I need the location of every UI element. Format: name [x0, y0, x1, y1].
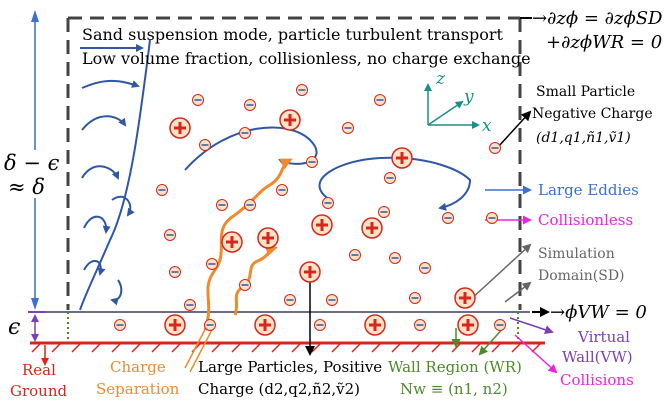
real-ground [30, 341, 545, 353]
charge-separation-label-1: Charge [110, 358, 166, 376]
particles-layer [114, 84, 506, 336]
real-ground-label-2: Ground [10, 382, 68, 400]
large-eddies-label: Large Eddies [538, 181, 639, 199]
collisionless-label: Collisionless [538, 211, 633, 229]
equation-line-2: +∂zϕWR = 0 [546, 32, 662, 53]
header-line-1: Sand suspension mode, particle turbulent… [82, 25, 504, 44]
real-ground-label-1: Real [22, 361, 56, 379]
simulation-domain-label-2: Domain(SD) [538, 268, 625, 284]
wall-region-dotted [67, 312, 519, 342]
large-particles-label-1: Large Particles, Positive [198, 358, 382, 376]
wall-region-label-2: Nw ≡ (n1, n2) [400, 380, 508, 398]
approx-delta-label: ≈ δ [8, 175, 45, 199]
velocity-profile [79, 39, 151, 311]
simulation-domain-label-1: Simulation [538, 246, 615, 262]
delta-minus-epsilon-label: δ − ϵ [4, 151, 60, 175]
charge-separation-arrows [203, 158, 293, 331]
label-pointers [41, 110, 558, 374]
axis-z-label: z [435, 69, 446, 89]
simulation-domain-box [66, 16, 532, 310]
virtual-wall-label-2: Wall(VW) [562, 348, 633, 366]
equation-line-1: →∂zϕ = ∂zϕSD [532, 8, 663, 29]
collisions-label: Collisions [560, 371, 634, 389]
phi-vw-label: →ϕVW = 0 [550, 302, 647, 323]
small-particle-label-3: (d1,q1,ñ1,ṽ1) [536, 130, 631, 146]
charge-separation-label-2: Separation [96, 380, 180, 398]
wall-region-label-1: Wall Region (WR) [388, 358, 522, 376]
small-particle-label-2: Negative Charge [532, 106, 653, 122]
header-line-2: Low volume fraction, collisionless, no c… [82, 49, 531, 68]
large-particles-label-2: Charge (d2,q2,ñ2,ṽ2) [198, 380, 360, 398]
axis-x-label: x [482, 116, 492, 136]
coordinate-axes [424, 83, 480, 129]
epsilon-label: ϵ [8, 315, 20, 340]
large-eddies-paths [184, 126, 472, 211]
small-particle-label-1: Small Particle [536, 84, 635, 100]
virtual-wall-label-1: Virtual [577, 328, 630, 346]
axis-y-label: y [463, 87, 474, 107]
